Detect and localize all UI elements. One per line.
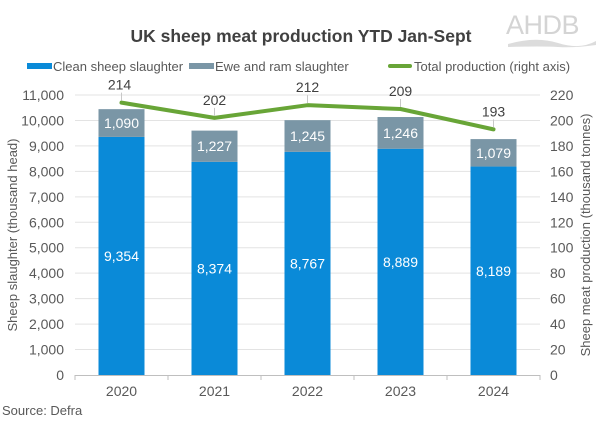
bar-clean-2022 (284, 151, 331, 375)
y-axis-title: Sheep slaughter (thousand head) (5, 139, 20, 332)
y2-tick-label: 140 (550, 189, 574, 205)
line-label: 202 (203, 92, 227, 108)
legend-item-clean: Clean sheep slaughter (27, 57, 183, 75)
line-label: 209 (389, 83, 413, 99)
y-tick-label: 6,000 (29, 214, 64, 230)
x-tick-label: 2023 (385, 383, 416, 399)
bar-clean-2023 (377, 148, 424, 375)
y-tick-label: 5,000 (29, 240, 64, 256)
x-tick-label: 2021 (199, 383, 230, 399)
legend-label: Total production (right axis) (414, 58, 571, 74)
legend: Clean sheep slaughter Ewe and ram slaugh… (0, 57, 602, 75)
y2-tick-label: 40 (550, 316, 566, 332)
y-tick-label: 3,000 (29, 291, 64, 307)
legend-label: Clean sheep slaughter (53, 58, 184, 74)
bar-ewe-2022 (284, 120, 331, 152)
y-tick-label: 2,000 (29, 316, 64, 332)
legend-item-ewe: Ewe and ram slaughter (189, 57, 349, 75)
bar-label-ewe: 1,079 (476, 145, 511, 161)
line-label: 212 (296, 79, 320, 95)
y2-tick-label: 100 (550, 240, 574, 256)
legend-item-total: Total production (right axis) (388, 57, 570, 75)
line-label: 193 (482, 103, 506, 119)
x-tick-label: 2020 (106, 383, 137, 399)
line-label: 214 (108, 77, 132, 93)
bar-label-clean: 9,354 (104, 248, 139, 264)
legend-swatch-clean (27, 63, 52, 69)
chart-title: UK sheep meat production YTD Jan-Sept (130, 26, 472, 46)
ahdb-logo: AHDB (506, 10, 596, 52)
y2-axis-title: Sheep meat production (thousand tonnes) (578, 114, 593, 357)
bar-clean-2024 (470, 166, 517, 375)
bar-label-ewe: 1,090 (104, 115, 139, 131)
y-tick-label: 10,000 (21, 112, 64, 128)
bar-clean-2020 (98, 136, 145, 375)
total-production-line (119, 100, 496, 132)
bar-label-ewe: 1,246 (383, 125, 418, 141)
y-tick-label: 11,000 (22, 87, 64, 103)
bar-label-ewe: 1,245 (290, 128, 325, 144)
bar-ewe-2020 (98, 109, 145, 137)
y2-tick-label: 120 (550, 214, 574, 230)
y2-tick-label: 0 (550, 367, 558, 383)
y-tick-label: 1,000 (29, 342, 64, 358)
source-note: Source: Defra (2, 403, 83, 418)
y2-tick-label: 220 (550, 87, 574, 103)
logo-text: AHDB (506, 10, 580, 40)
axes: 0 1,000 2,000 3,000 4,000 5,000 6,000 7,000 8,00… (21, 87, 573, 399)
y2-tick-label: 160 (550, 163, 574, 179)
bar-ewe-2024 (470, 139, 517, 167)
y2-tick-label: 60 (550, 291, 566, 307)
y-tick-label: 7,000 (29, 189, 64, 205)
x-tick-label: 2024 (478, 383, 509, 399)
y2-tick-label: 180 (550, 138, 574, 154)
bar-label-clean: 8,889 (383, 254, 418, 270)
legend-label: Ewe and ram slaughter (215, 58, 349, 74)
x-tick-label: 2022 (292, 383, 323, 399)
bar-ewe-2021 (191, 130, 238, 162)
y2-tick-label: 200 (550, 112, 574, 128)
total-production-polyline (119, 100, 496, 132)
bar-label-ewe: 1,227 (197, 138, 232, 154)
y-tick-label: 0 (56, 367, 64, 383)
y-tick-label: 8,000 (29, 163, 64, 179)
bar-clean-2021 (191, 161, 238, 375)
bar-label-clean: 8,189 (476, 263, 511, 279)
bars (98, 109, 517, 375)
bar-label-clean: 8,767 (290, 255, 325, 271)
y2-tick-label: 80 (550, 265, 566, 281)
bar-label-clean: 8,374 (197, 260, 232, 276)
legend-swatch-total (388, 64, 412, 68)
data-labels: 9,354 1,090 214 8,374 1,227 202 8,767 1,245 212 8… (104, 77, 511, 279)
y-tick-label: 4,000 (29, 265, 64, 281)
legend-swatch-ewe (189, 63, 214, 69)
y-tick-label: 9,000 (29, 138, 64, 154)
logo-swoosh-icon (508, 39, 596, 48)
bar-ewe-2023 (377, 117, 424, 149)
y2-tick-label: 20 (550, 342, 566, 358)
